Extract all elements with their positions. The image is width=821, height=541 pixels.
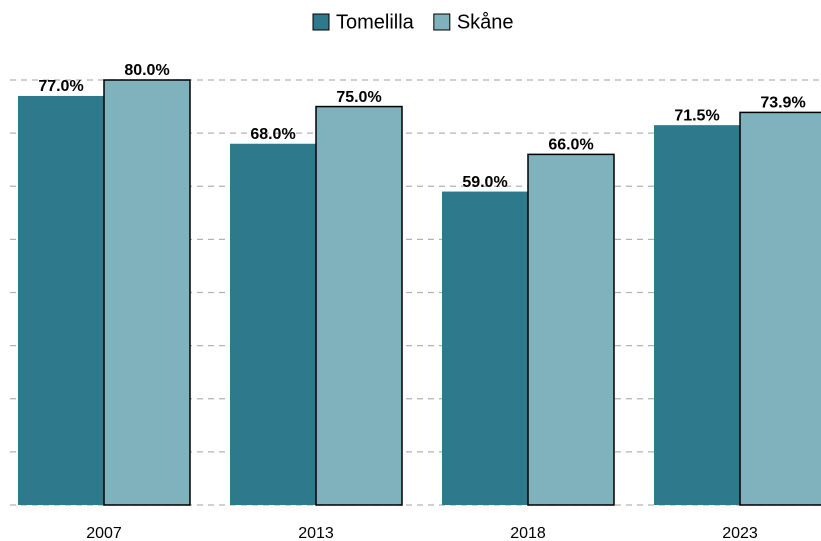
legend-label: Tomelilla — [336, 11, 415, 33]
bar — [230, 143, 316, 505]
value-label: 68.0% — [250, 126, 295, 143]
bar — [315, 105, 403, 506]
x-tick-label: 2013 — [298, 525, 334, 541]
value-label: 66.0% — [548, 137, 593, 154]
bar — [18, 95, 104, 505]
legend-label: Skåne — [457, 11, 514, 33]
bar — [654, 125, 740, 505]
bar — [739, 111, 821, 506]
x-tick-label: 2023 — [722, 525, 758, 541]
value-label: 73.9% — [760, 95, 805, 112]
bar — [527, 153, 615, 506]
value-label: 77.0% — [38, 78, 83, 95]
legend-swatch — [433, 13, 451, 31]
legend-swatch — [312, 13, 330, 31]
value-label: 71.5% — [674, 107, 719, 124]
value-label: 80.0% — [124, 62, 169, 79]
value-label: 59.0% — [462, 174, 507, 191]
value-label: 75.0% — [336, 89, 381, 106]
x-tick-label: 2018 — [510, 525, 546, 541]
x-tick-label: 2007 — [86, 525, 122, 541]
bar — [103, 79, 191, 506]
bar — [442, 191, 528, 505]
